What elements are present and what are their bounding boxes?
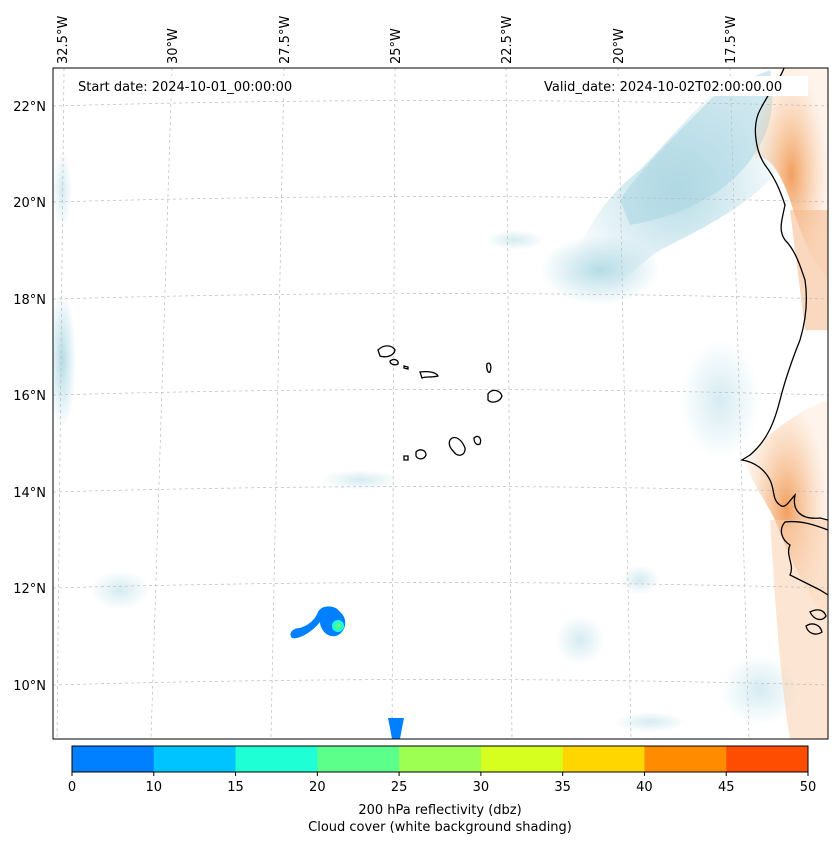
meridian-30w [150,68,173,739]
reflectivity-cell-11n [290,606,346,639]
colorbar-label-line1: 200 hPa reflectivity (dbz) [358,803,521,818]
colorbar: 0 10 15 20 25 30 35 40 45 50 [68,745,817,795]
lon-label-17-5w: 17.5°W [724,16,739,64]
valid-date-box: Valid_date: 2024-10-02T02:00:00.00 [538,76,808,96]
colorbar-tick-label: 30 [473,780,490,795]
colorbar-tick-label: 35 [554,780,571,795]
colorbar-segment [317,746,400,772]
island-sao-vicente [389,358,399,366]
cloud-patch-south-2 [720,655,800,725]
island-boa-vista [487,389,503,403]
colorbar-tick-label: 25 [391,780,408,795]
colorbar-segment [399,746,482,772]
land-shading-coast-low [770,520,828,739]
colorbar-tick-label: 0 [68,780,76,795]
lat-label-12n: 12°N [13,582,46,597]
colorbar-tick-label: 50 [800,780,817,795]
land-shading-layer [745,68,828,739]
map-frame-border [52,67,829,740]
colorbar-segment [153,746,237,772]
meridian-22-5w [505,68,513,739]
lon-label-20w: 20°W [612,28,627,64]
cloud-patch-coast-16n [680,340,760,460]
cloud-patch-14n [320,470,400,490]
start-date-box: Start date: 2024-10-01_00:00:00 [72,76,312,96]
colorbar-segment [644,746,727,772]
coastlines [377,68,828,635]
island-sal [486,362,492,374]
africa-coastline [740,68,828,521]
island-santa-luzia [403,365,409,370]
land-shading-mid [790,210,828,330]
meridian-25w [391,68,396,739]
lon-label-27-5w: 27.5°W [278,16,293,64]
longitude-labels: 32.5°W 30°W 27.5°W 25°W 22.5°W 20°W 17.5… [56,16,739,64]
africa-coast-bijagos-2 [805,623,823,635]
africa-coast-south [780,520,828,596]
valid-date-text: Valid_date: 2024-10-02T02:00:00.00 [544,80,782,95]
cloud-patch-south-3 [90,570,150,610]
island-santiago [448,436,466,456]
parallel-22n [53,100,828,107]
parallel-12n [53,582,828,589]
colorbar-label-line2: Cloud cover (white background shading) [308,820,572,835]
graticule [53,68,828,739]
lat-label-20n: 20°N [13,196,46,211]
meridian-27-5w [270,68,285,739]
island-fogo [415,449,427,460]
island-sao-nicolau [419,370,439,379]
cloud-patch-12n [620,565,660,595]
colorbar-tick-label: 15 [227,780,244,795]
lon-label-25w: 25°W [389,28,404,64]
meridian-32-5w [56,68,65,739]
reflectivity-cell-south [388,718,404,739]
lon-label-32-5w: 32.5°W [56,16,71,64]
colorbar-tick-label: 40 [636,780,653,795]
latitude-labels: 22°N 20°N 18°N 16°N 14°N 12°N 10°N [13,100,46,694]
africa-coast-bijagos [809,609,827,621]
reflectivity-layer [290,606,404,739]
parallel-10n [53,679,828,686]
lon-label-22-5w: 22.5°W [500,16,515,64]
colorbar-tick-label: 45 [718,780,735,795]
parallel-14n [53,486,828,493]
colorbar-segment [562,746,645,772]
colorbar-border [71,745,809,773]
lat-label-10n: 10°N [13,679,46,694]
cloud-patch-south-1 [615,712,685,732]
parallel-16n [53,389,828,396]
colorbar-tick-label: 10 [146,780,163,795]
lat-label-18n: 18°N [13,293,46,308]
cloud-band-north-core [620,70,773,225]
lat-label-14n: 14°N [13,486,46,501]
cloud-patch-west-edge [53,290,76,430]
parallel-18n [53,293,828,300]
cloud-cover-layer [53,70,800,732]
lon-label-30w: 30°W [166,28,181,64]
cloud-patch-19n [485,230,545,250]
meridian-17-5w [729,68,750,739]
parallel-20n [53,196,828,203]
colorbar-segment [72,746,155,772]
map-content [53,68,828,739]
cloud-patch-18n [540,235,660,305]
colorbar-segment [480,746,564,772]
reflectivity-core-11n-inner [335,623,341,629]
island-brava [403,455,409,461]
island-santo-antao [377,345,396,358]
start-date-text: Start date: 2024-10-01_00:00:00 [78,80,292,95]
colorbar-tick-label: 20 [309,780,326,795]
cloud-patch-south-4 [555,615,605,665]
cloud-patch-west-edge-2 [53,150,72,230]
colorbar-segment [235,746,318,772]
lat-label-22n: 22°N [13,100,46,115]
colorbar-segment [726,746,809,772]
meridian-20w [617,68,632,739]
lat-label-16n: 16°N [13,389,46,404]
island-maio [473,435,482,446]
